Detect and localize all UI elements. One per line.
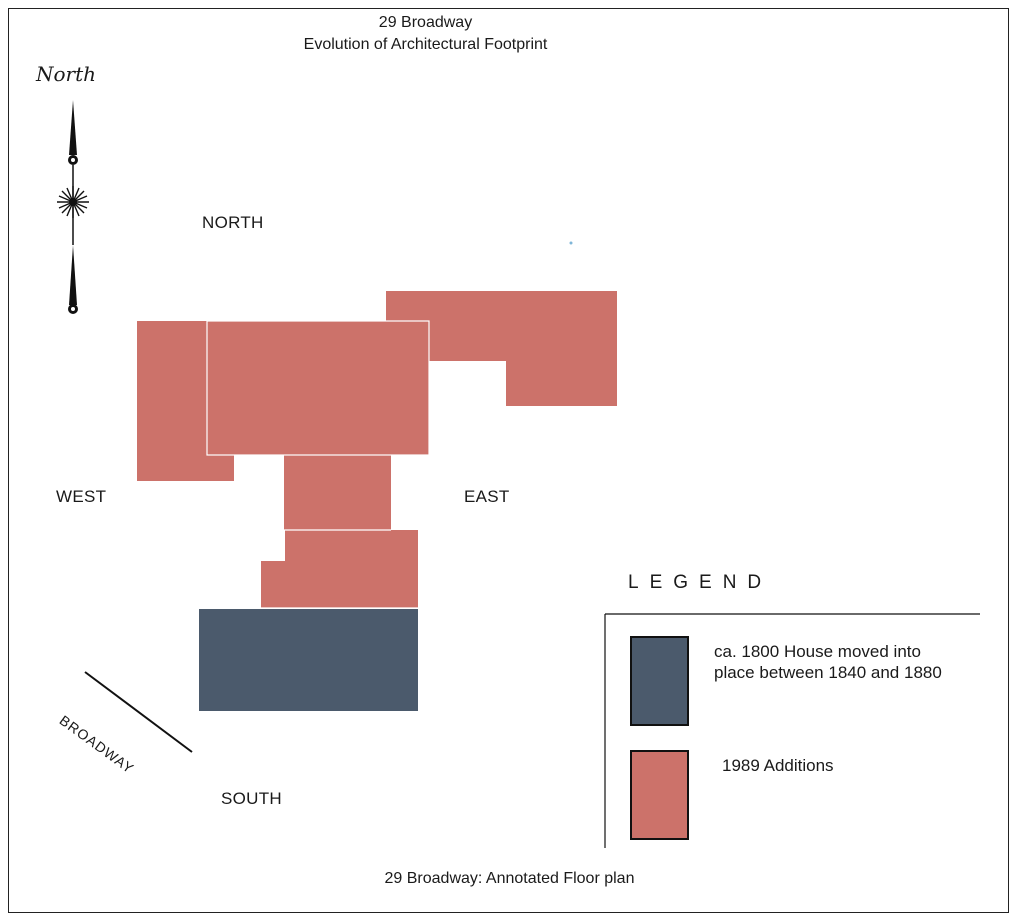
legend-item-original-house: ca. 1800 House moved into place between … — [714, 641, 942, 683]
diagram-title: 29 Broadway Evolution of Architectural F… — [0, 12, 851, 56]
legend-item-text-line-1: 1989 Additions — [722, 756, 834, 775]
figure-caption: 29 Broadway: Annotated Floor plan — [384, 870, 635, 887]
broadway-street-line — [84, 671, 193, 753]
legend-frame — [604, 613, 980, 848]
addition-east-lower — [506, 291, 617, 406]
label-north: NORTH — [202, 213, 264, 232]
legend-item-additions: 1989 Additions — [722, 755, 834, 776]
legend-title: LEGEND — [628, 572, 773, 593]
legend-swatch-additions — [630, 750, 689, 840]
label-east: EAST — [464, 487, 510, 506]
legend-item-text-line-2: place between 1840 and 1880 — [714, 663, 942, 682]
title-line-2: Evolution of Architectural Footprint — [303, 36, 548, 53]
compass-rose-icon — [57, 100, 89, 314]
label-west: WEST — [56, 487, 107, 506]
title-line-1: 29 Broadway — [378, 14, 473, 31]
additions-1989 — [137, 291, 617, 608]
legend-item-text-line-1: ca. 1800 House moved into — [714, 642, 921, 661]
original-house-ca-1800 — [199, 609, 418, 711]
compass-north-label: North — [36, 62, 97, 86]
label-south: SOUTH — [221, 789, 282, 808]
page-frame — [8, 8, 1009, 913]
addition-middle-link — [284, 455, 391, 530]
legend-swatch-original-house — [630, 636, 689, 726]
addition-south-step — [261, 561, 321, 608]
